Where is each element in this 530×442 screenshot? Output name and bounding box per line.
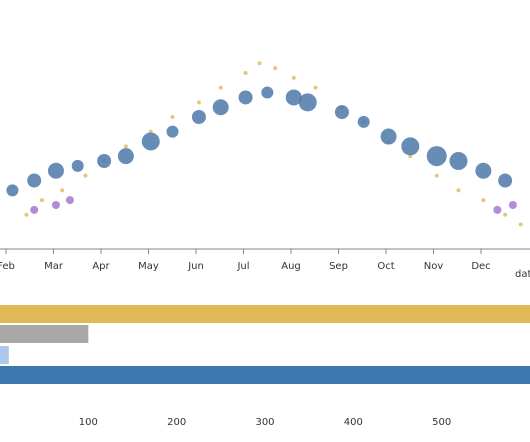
scatter-point-blue — [212, 99, 229, 116]
scatter-x-tick-label: May — [138, 261, 159, 272]
scatter-point-blue — [475, 162, 492, 179]
scatter-x-tick-label: Aug — [281, 261, 301, 272]
scatter-point-yellow — [434, 173, 439, 178]
scatter-x-tick-label: Mar — [44, 261, 64, 272]
scatter-point-blue — [380, 128, 397, 145]
scatter-x-axis-title: date — [515, 269, 530, 280]
scatter-point-blue — [191, 110, 206, 124]
scatter-point-yellow — [39, 198, 44, 203]
scatter-point-blue — [261, 86, 274, 99]
scatter-point-blue — [334, 105, 349, 120]
scatter-point-blue — [27, 173, 42, 188]
scatter-x-tick-label: Oct — [377, 261, 394, 272]
bar-chart — [0, 305, 530, 384]
scatter-x-tick-label: Feb — [0, 261, 15, 272]
scatter-point-blue — [6, 184, 19, 197]
scatter-x-tick-label: Dec — [471, 261, 490, 272]
scatter-point-yellow — [123, 144, 128, 149]
scatter-point-yellow — [170, 115, 175, 119]
scatter-x-axis: Feb Mar Apr May Jun Jul Aug Sep Oct Nov Dec — [0, 249, 491, 272]
scatter-point-purple — [30, 205, 39, 214]
scatter-point-blue — [401, 137, 420, 156]
scatter-point-yellow — [83, 173, 88, 178]
bar-x-tick-label: 100 — [79, 417, 98, 428]
scatter-point-blue — [357, 115, 370, 128]
scatter-point-yellow — [503, 212, 508, 217]
scatter-point-blue — [141, 132, 160, 151]
scatter-point-yellow — [60, 188, 65, 193]
scatter-point-yellow — [196, 100, 201, 105]
scatter-x-tick-label: Jun — [187, 261, 204, 272]
scatter-point-yellow — [481, 198, 486, 203]
scatter-point-yellow — [291, 75, 296, 80]
scatter-point-purple — [508, 201, 517, 209]
scatter-plot — [6, 61, 523, 227]
scatter-point-blue — [285, 89, 302, 106]
bar-x-axis: 100 200 300 400 500 — [79, 417, 451, 428]
scatter-point-blue — [47, 162, 64, 179]
scatter-point-yellow — [257, 61, 262, 66]
scatter-point-purple — [51, 201, 60, 209]
scatter-point-blue — [71, 159, 84, 172]
scatter-point-yellow — [243, 71, 248, 75]
scatter-point-purple — [65, 196, 74, 205]
bar-1 — [0, 325, 89, 343]
scatter-point-yellow — [456, 188, 461, 193]
bar-x-tick-label: 400 — [344, 417, 363, 428]
scatter-point-yellow — [273, 66, 278, 71]
bar-2 — [0, 346, 9, 364]
bar-x-tick-label: 200 — [167, 417, 186, 428]
scatter-point-blue — [117, 148, 134, 165]
bar-3 — [0, 366, 530, 384]
scatter-x-tick-label: Jul — [236, 261, 249, 272]
scatter-x-tick-label: Apr — [92, 261, 110, 272]
bar-x-tick-label: 300 — [255, 417, 274, 428]
scatter-point-yellow — [24, 212, 29, 217]
scatter-point-blue — [426, 146, 447, 167]
scatter-point-blue — [449, 152, 468, 170]
scatter-point-yellow — [218, 85, 223, 90]
scatter-point-yellow — [313, 85, 318, 90]
bar-x-tick-label: 500 — [432, 417, 451, 428]
scatter-point-blue — [166, 125, 179, 138]
scatter-x-tick-label: Sep — [329, 261, 348, 272]
scatter-point-blue — [298, 93, 317, 112]
scatter-x-tick-label: Nov — [424, 261, 444, 272]
scatter-point-purple — [493, 205, 502, 214]
bar-0 — [0, 305, 530, 323]
scatter-point-yellow — [518, 222, 523, 227]
scatter-point-blue — [238, 90, 253, 105]
scatter-point-blue — [97, 154, 112, 168]
scatter-point-blue — [498, 173, 513, 188]
